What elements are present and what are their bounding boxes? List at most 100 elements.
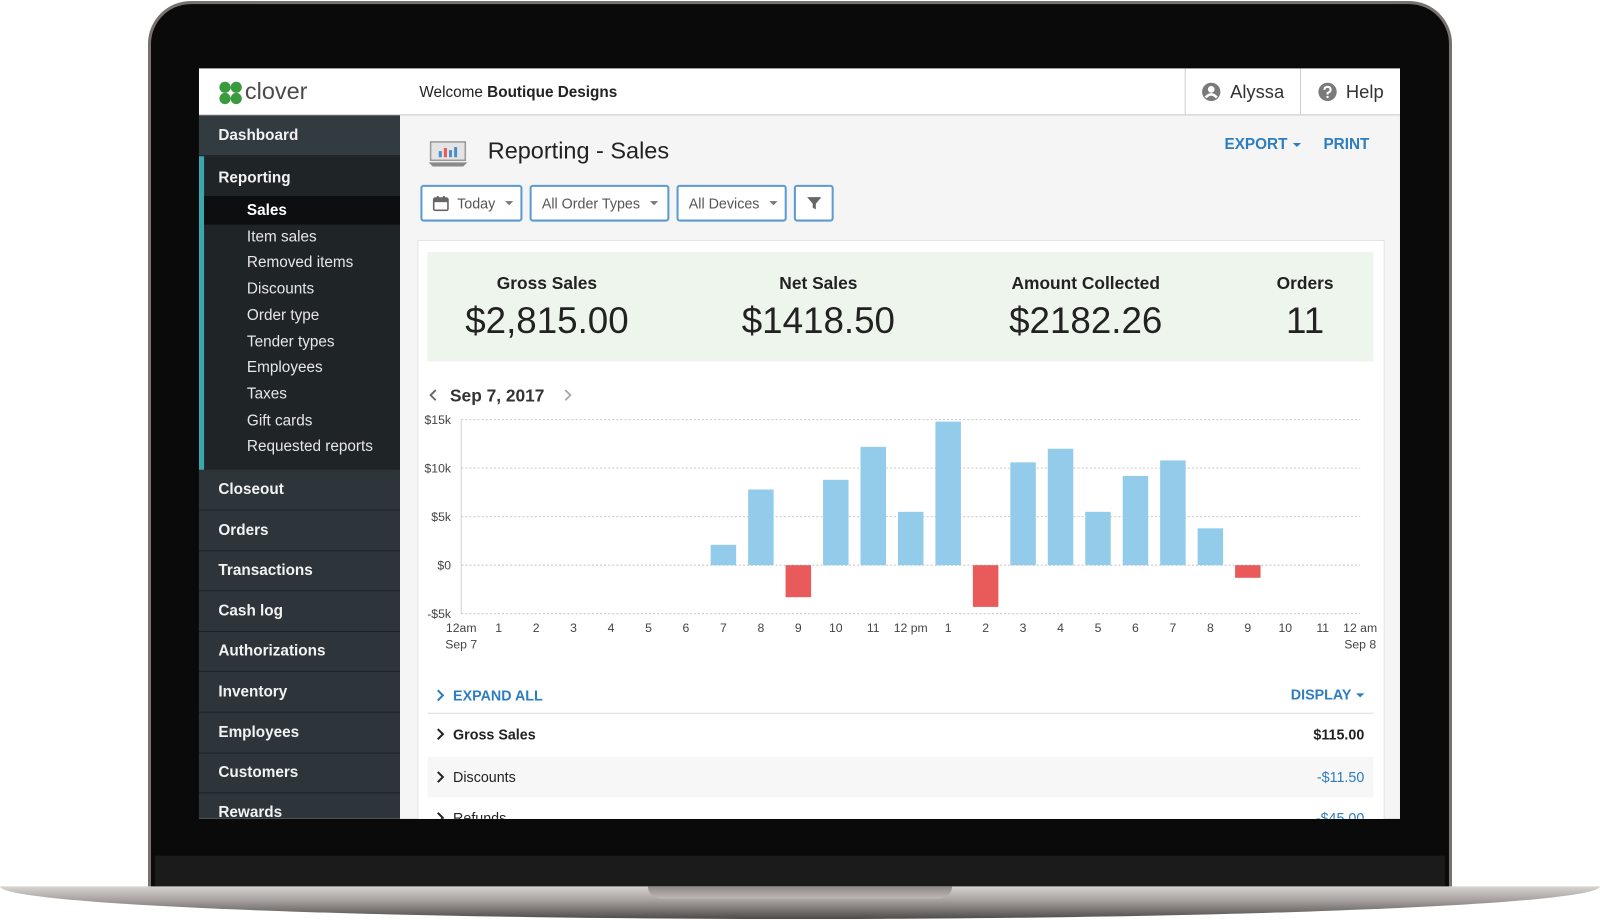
summary-label: Net Sales bbox=[779, 273, 858, 294]
row-chevron[interactable] bbox=[436, 727, 446, 746]
filter-button[interactable] bbox=[793, 184, 834, 222]
x-tick-label: 6 bbox=[1132, 621, 1139, 635]
nav-subitem[interactable]: Removed items bbox=[246, 253, 354, 272]
nav-text: Customers bbox=[218, 763, 299, 782]
nav-item[interactable]: Authorizations bbox=[198, 631, 400, 672]
bar bbox=[972, 565, 999, 607]
filter-icon bbox=[806, 197, 821, 210]
nav-subitem[interactable]: Order type bbox=[246, 306, 320, 325]
x-tick-label: 12am bbox=[446, 621, 477, 635]
row-value: $115.00 bbox=[1313, 726, 1365, 743]
screen: clover Welcome Boutique Designs Alyssa H… bbox=[198, 68, 1400, 819]
bar bbox=[710, 544, 737, 566]
laptop-chin bbox=[155, 855, 1445, 888]
nav-item[interactable]: Orders bbox=[198, 511, 400, 552]
x-tick-label: 2 bbox=[982, 621, 989, 635]
nav-text: Transactions bbox=[218, 561, 313, 579]
nav-dashboard[interactable]: Dashboard bbox=[198, 115, 400, 157]
row-value: -$11.50 bbox=[1316, 768, 1365, 786]
display-text: DISPLAY bbox=[1290, 686, 1352, 703]
nav-subitem[interactable]: Item sales bbox=[246, 228, 317, 246]
prev-day[interactable] bbox=[429, 389, 437, 401]
chevron bbox=[437, 771, 445, 783]
bar bbox=[1085, 511, 1111, 566]
chevron bbox=[437, 728, 445, 740]
summary-label: Orders bbox=[1276, 273, 1334, 294]
nav-subitem[interactable]: Sales bbox=[246, 201, 287, 220]
expand-all[interactable]: EXPAND ALL bbox=[453, 687, 543, 704]
nav-item[interactable]: Rewards bbox=[199, 792, 400, 819]
bar bbox=[897, 511, 924, 566]
row-value: -$45.00 bbox=[1315, 809, 1365, 819]
nav-item[interactable]: Transactions bbox=[198, 550, 400, 592]
x-tick-label: 4 bbox=[1057, 621, 1064, 635]
summary-value: $2,815.00 bbox=[465, 299, 629, 342]
filter-dropdown[interactable]: All Devices bbox=[676, 184, 787, 222]
x-tick-label: 12 pm bbox=[894, 621, 928, 635]
row-chevron[interactable] bbox=[436, 811, 446, 819]
nav-subitem[interactable]: Requested reports bbox=[246, 437, 373, 455]
x-tick-label: 5 bbox=[1095, 621, 1102, 635]
x-tick-label: 1 bbox=[495, 621, 502, 635]
nav-subitem[interactable]: Employees bbox=[246, 358, 323, 377]
export-button[interactable]: EXPORT bbox=[1224, 136, 1301, 153]
nav-text: Authorizations bbox=[218, 642, 326, 660]
summary-panel bbox=[427, 252, 1374, 362]
laptop-notch bbox=[647, 886, 953, 899]
x-tick-label: 1 bbox=[945, 621, 952, 635]
bar bbox=[748, 489, 774, 566]
nav-item[interactable]: Customers bbox=[198, 753, 400, 794]
x-tick-label: 7 bbox=[720, 621, 727, 635]
row-label: Refunds bbox=[453, 809, 507, 819]
nav-subitem[interactable]: Taxes bbox=[246, 385, 287, 403]
x-tick-label: 10 bbox=[1278, 621, 1292, 635]
nav-item[interactable]: Closeout bbox=[198, 470, 400, 511]
bar bbox=[1010, 462, 1036, 566]
row-chevron[interactable] bbox=[436, 770, 446, 789]
help-text: Help bbox=[1345, 81, 1384, 102]
y-tick-label: $0 bbox=[437, 558, 451, 572]
print-button[interactable]: PRINT bbox=[1323, 135, 1370, 154]
filter-text: Today bbox=[457, 195, 496, 212]
nav-text: Orders bbox=[218, 521, 269, 540]
next-day[interactable] bbox=[564, 389, 572, 401]
bar bbox=[785, 565, 812, 598]
page-title: Reporting - Sales bbox=[487, 136, 670, 164]
nav-item[interactable]: Cash log bbox=[198, 591, 400, 633]
divider bbox=[427, 712, 1374, 714]
nav-subitem[interactable]: Discounts bbox=[246, 280, 315, 298]
x-tick-label: 7 bbox=[1170, 621, 1177, 635]
user-icon bbox=[1202, 82, 1221, 102]
report-icon bbox=[428, 141, 468, 167]
nav-subitem[interactable]: Gift cards bbox=[246, 412, 313, 430]
filter-dropdown[interactable]: Today bbox=[420, 184, 523, 222]
top-bar: clover Welcome Boutique Designs Alyssa H… bbox=[198, 68, 1400, 116]
bar bbox=[1047, 448, 1074, 566]
export-text: EXPORT bbox=[1224, 135, 1288, 154]
x-tick-sublabel: Sep 8 bbox=[1344, 637, 1376, 651]
user-menu[interactable]: Alyssa bbox=[1184, 68, 1300, 116]
bar bbox=[860, 446, 887, 566]
y-tick-label: $5k bbox=[431, 510, 452, 524]
x-tick-label: 6 bbox=[683, 621, 690, 635]
filter-dropdown[interactable]: All Order Types bbox=[529, 184, 670, 222]
help-menu[interactable]: Help bbox=[1299, 68, 1400, 116]
bar bbox=[935, 421, 961, 566]
bar bbox=[1122, 475, 1149, 566]
nav-item[interactable]: Employees bbox=[198, 713, 400, 754]
x-tick-sublabel: Sep 7 bbox=[445, 637, 477, 651]
nav-subitem[interactable]: Tender types bbox=[246, 333, 335, 351]
bar bbox=[1197, 528, 1224, 566]
row-label: Gross Sales bbox=[453, 726, 536, 743]
sidebar: Dashboard Reporting Sales Item sales Remov… bbox=[198, 115, 400, 819]
summary-label: Gross Sales bbox=[496, 273, 598, 294]
caret bbox=[1292, 142, 1301, 148]
summary-value: $1418.50 bbox=[741, 299, 895, 342]
x-tick-label: 11 bbox=[1316, 621, 1329, 635]
nav-reporting[interactable]: Reporting bbox=[218, 168, 291, 187]
display-button[interactable]: DISPLAY bbox=[1290, 686, 1366, 703]
nav-item[interactable]: Inventory bbox=[198, 672, 400, 713]
